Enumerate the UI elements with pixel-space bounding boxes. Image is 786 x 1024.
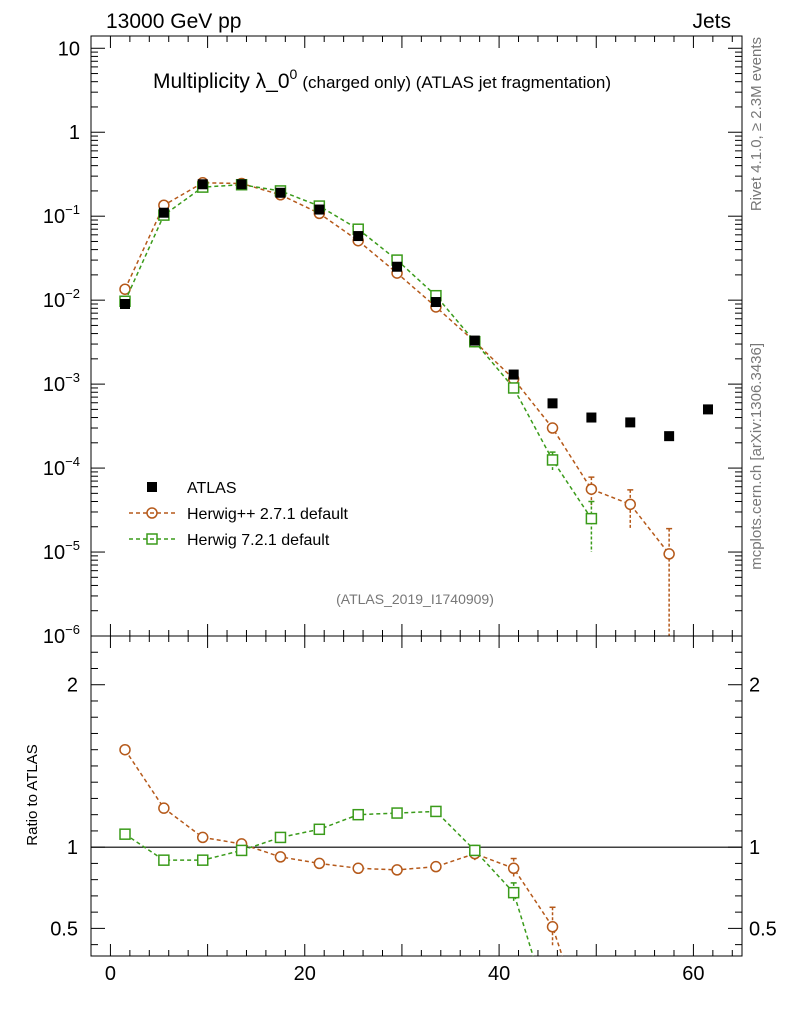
header-right: Jets (692, 10, 731, 33)
main-ytick-label: 10−3 (43, 370, 80, 396)
atlas-point (469, 335, 480, 346)
legend-label-herwigpp: Herwig++ 2.7.1 default (187, 506, 349, 523)
ratio-ytick-label-left: 0.5 (50, 918, 78, 940)
herwig-7-2-1-default-point (507, 886, 520, 899)
header-left: 13000 GeV pp (106, 10, 241, 33)
plot-title: Multiplicity λ_00 (charged only) (ATLAS j… (153, 66, 611, 93)
legend-label-atlas: ATLAS (187, 480, 237, 497)
xtick-label: 20 (294, 963, 316, 985)
herwig-2-7-1-default-point (313, 857, 326, 870)
herwig-2-7-1-default-point (663, 548, 675, 560)
legend-marker-herwig7 (146, 533, 158, 545)
herwig-7-2-1-default-point (196, 854, 209, 866)
atlas-point (508, 369, 519, 380)
ratio-ytick-label-right: 1 (749, 837, 760, 859)
mcplots-label: mcplots.cern.ch [arXiv:1306.3436] (748, 343, 765, 570)
atlas-point (275, 187, 286, 198)
herwig-7-2-1-default-point (469, 844, 481, 857)
atlas-point (702, 404, 713, 415)
main-ytick-label: 10−1 (43, 202, 80, 228)
herwig-7-2-1-default-point (546, 454, 559, 466)
atlas-point (197, 179, 208, 190)
ratio-ytick-label-right: 0.5 (749, 918, 777, 940)
herwig-2-7-1-default-point (158, 802, 170, 814)
herwig-2-7-1-default-point (119, 743, 131, 756)
atlas-point (236, 179, 247, 190)
atlas-point (392, 261, 403, 272)
main-ytick-label: 10−5 (43, 538, 80, 564)
herwig-2-7-1-default-point (585, 483, 598, 495)
ratio-ytick-label-right: 2 (749, 675, 760, 697)
herwig-2-7-1-default-point (546, 422, 559, 434)
herwig-2-7-1-default-line (124, 182, 670, 555)
plot-title-main: Multiplicity λ_0 (153, 70, 290, 93)
herwig-7-2-1-default-point (313, 823, 326, 836)
herwig-7-2-1-default-point (119, 828, 131, 840)
atlas-point (625, 417, 636, 428)
herwig-7-2-1-default-point (507, 382, 520, 394)
atlas-point (353, 231, 364, 242)
legend: ATLAS Herwig++ 2.7.1 default Herwig 7.2.… (129, 480, 349, 549)
legend-marker-atlas (147, 482, 157, 492)
herwig-2-7-1-default-point (196, 831, 209, 844)
atlas-point (120, 298, 131, 309)
atlas-point (586, 412, 597, 423)
main-panel: 10 1 10−1 10−2 10−3 10−4 10−5 10−6 (43, 35, 743, 648)
legend-marker-herwigpp (146, 507, 158, 519)
ratio-ylabel: Ratio to ATLAS (24, 744, 41, 845)
main-ytick-label: 10 (58, 38, 80, 60)
main-ytick-label: 10−4 (43, 454, 80, 480)
xtick-label: 0 (105, 963, 116, 985)
plot-title-sup: 0 (290, 66, 298, 82)
plot-title-note: (charged only) (ATLAS jet fragmentation) (302, 73, 611, 92)
ratio-ytick-label-left: 2 (67, 675, 78, 697)
main-ytick-label: 10−2 (43, 286, 80, 312)
main-ytick-label: 1 (69, 122, 80, 144)
herwig-2-7-1-default-point (119, 283, 131, 295)
herwig-2-7-1-default-point (391, 864, 403, 876)
ratio-frame (90, 635, 743, 957)
legend-label-herwig7: Herwig 7.2.1 default (187, 532, 330, 549)
atlas-point (314, 204, 325, 215)
ratio-panel: 2 2 1 1 0.5 0.5 0 20 40 60 (50, 635, 777, 985)
herwig-7-2-1-default-point (430, 805, 442, 818)
atlas-point (547, 398, 558, 409)
xtick-label: 40 (488, 963, 510, 985)
herwig-7-2-1-default-point (235, 844, 248, 857)
rivet-label: Rivet 4.1.0, ≥ 2.3M events (748, 37, 765, 211)
herwig-2-7-1-default-point (546, 921, 559, 933)
herwig-7-2-1-default-point (391, 807, 403, 819)
ratio-ytick-label-left: 1 (67, 837, 78, 859)
herwig-7-2-1-default-point (158, 854, 170, 866)
herwig-2-7-1-default-point (352, 862, 364, 875)
herwig-7-2-1-default-point (352, 808, 364, 821)
herwig-2-7-1-default-line (124, 749, 563, 957)
atlas-point (430, 297, 441, 308)
herwig-2-7-1-default-point (624, 498, 637, 511)
herwig-7-2-1-default-line (124, 810, 534, 957)
herwig-7-2-1-default-point (274, 831, 287, 844)
atlas-point (664, 431, 675, 442)
herwig-7-2-1-default-point (585, 512, 598, 525)
atlas-point (158, 207, 169, 218)
analysis-id: (ATLAS_2019_I1740909) (336, 591, 494, 607)
herwig-2-7-1-default-point (274, 851, 287, 863)
herwig-2-7-1-default-point (430, 860, 442, 873)
main-ytick-label: 10−6 (43, 622, 80, 648)
xtick-label: 60 (682, 963, 704, 985)
herwig-2-7-1-default-point (507, 862, 520, 875)
